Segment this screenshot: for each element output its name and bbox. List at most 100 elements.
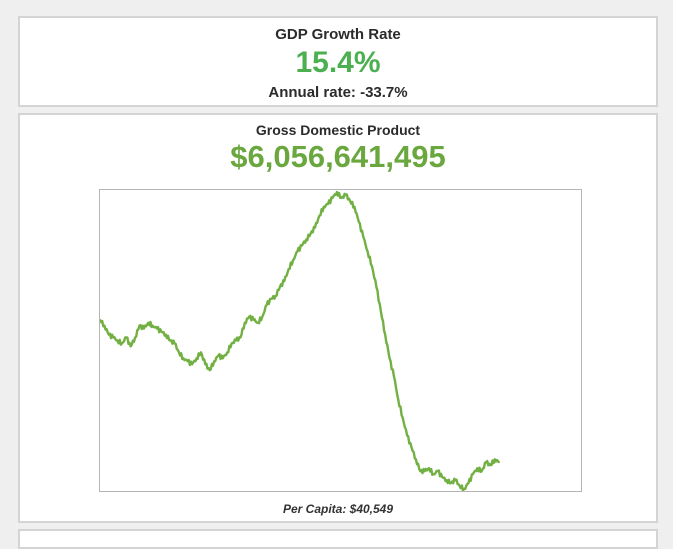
gdp-data-point xyxy=(336,191,338,193)
gdp-data-point xyxy=(151,324,154,327)
gdp-data-point xyxy=(410,446,413,449)
gdp-data-point xyxy=(450,482,452,484)
gdp-data-point xyxy=(445,479,448,481)
gdp-data-point xyxy=(353,206,356,208)
gdp-data-point xyxy=(309,232,312,235)
gdp-data-point xyxy=(200,351,202,354)
gdp-data-point xyxy=(397,399,400,401)
gdp-data-point xyxy=(454,479,457,481)
gdp-chart xyxy=(99,189,582,492)
gdp-data-point xyxy=(314,226,316,229)
gdp-data-point xyxy=(265,304,268,306)
gdp-data-point xyxy=(476,467,479,470)
gdp-series-line xyxy=(100,190,500,491)
gdp-data-point xyxy=(182,357,185,360)
gdp-chart-svg xyxy=(100,190,501,491)
gdp-data-point xyxy=(437,470,439,473)
gdp-data-point xyxy=(472,473,474,475)
gdp-data-point xyxy=(384,333,387,336)
gdp-data-point xyxy=(318,215,321,217)
gdp-data-point xyxy=(103,324,106,327)
gdp-data-point xyxy=(191,363,193,366)
gdp-data-point xyxy=(204,363,207,366)
gdp-data-point xyxy=(178,351,180,354)
gdp-data-point xyxy=(208,369,211,371)
gdp-data-point xyxy=(283,280,286,282)
gdp-data-point xyxy=(134,336,136,339)
gdp-data-point xyxy=(498,461,501,464)
gdp-data-point xyxy=(160,330,163,333)
gdp-data-point xyxy=(428,467,430,470)
gdp-data-point xyxy=(494,458,496,461)
gdp-data-point xyxy=(349,200,351,202)
gdp-data-point xyxy=(230,342,233,345)
gdp-data-point xyxy=(169,339,171,342)
gdp-data-point xyxy=(485,461,487,464)
gdp-data-point xyxy=(138,324,141,327)
gdp-data-point xyxy=(129,345,132,348)
gdp-growth-panel: GDP Growth Rate 15.4% Annual rate: -33.7… xyxy=(18,16,658,107)
gdp-data-point xyxy=(239,336,242,339)
gdp-data-point xyxy=(375,286,378,288)
gdp-data-point xyxy=(261,315,264,318)
gdp-data-point xyxy=(305,238,307,241)
gdp-data-point xyxy=(147,321,150,324)
gdp-data-point xyxy=(423,470,426,473)
gdp-data-point xyxy=(331,197,334,199)
gdp-value: $6,056,641,495 xyxy=(230,139,446,174)
gdp-data-point xyxy=(366,250,369,253)
gdp-data-point xyxy=(244,321,246,324)
gdp-data-point xyxy=(270,298,272,300)
gdp-data-point xyxy=(401,416,404,419)
gdp-data-point xyxy=(432,473,435,475)
gdp-data-point xyxy=(252,318,255,321)
gdp-data-point xyxy=(371,265,373,268)
gdp-data-point xyxy=(248,315,250,318)
gdp-data-point xyxy=(156,327,158,330)
gdp-data-point xyxy=(344,194,347,196)
gdp-data-point xyxy=(235,339,237,342)
gdp-data-point xyxy=(143,327,145,330)
gdp-data-point xyxy=(279,286,281,288)
gdp-data-point xyxy=(393,375,395,377)
gdp-data-point xyxy=(480,470,483,473)
gdp-data-point xyxy=(116,339,119,342)
growth-title: GDP Growth Rate xyxy=(275,26,401,43)
per-capita-label: Per Capita: $40,549 xyxy=(282,502,394,516)
gdp-data-point xyxy=(489,464,492,467)
gdp-data-point xyxy=(226,351,228,354)
gdp-data-point xyxy=(406,434,408,437)
gdp-data-point xyxy=(415,458,417,461)
gdp-data-point xyxy=(213,360,215,363)
gdp-data-point xyxy=(125,336,128,339)
gdp-data-point xyxy=(322,206,325,208)
gdp-panel: Gross Domestic Product $6,056,641,495 Pe… xyxy=(18,113,658,523)
gdp-data-point xyxy=(463,488,465,490)
growth-value: 15.4% xyxy=(295,46,381,79)
gdp-data-point xyxy=(100,318,101,321)
gdp-data-point xyxy=(340,197,343,199)
gdp-data-point xyxy=(274,295,277,297)
gdp-data-point xyxy=(121,342,123,345)
gdp-data-point xyxy=(112,336,114,339)
gdp-data-point xyxy=(222,357,224,360)
gdp-data-point xyxy=(257,321,259,324)
gdp-data-point xyxy=(419,470,422,473)
gdp-data-point xyxy=(380,310,382,312)
gdp-data-point xyxy=(186,360,189,363)
gdp-data-point xyxy=(458,485,461,487)
gdp-data-point xyxy=(362,235,365,238)
gdp-data-point xyxy=(301,244,303,247)
gdp-data-point xyxy=(327,203,329,205)
annual-rate-label: Annual rate: -33.7% xyxy=(268,84,408,101)
gdp-data-point xyxy=(217,354,220,357)
gdp-data-point xyxy=(287,268,290,270)
gdp-data-point xyxy=(358,220,360,223)
gdp-data-point xyxy=(173,342,176,345)
gdp-data-point xyxy=(296,250,299,253)
gdp-data-point xyxy=(195,357,198,360)
gdp-data-point xyxy=(467,482,470,484)
gdp-data-point xyxy=(108,333,110,336)
next-panel xyxy=(18,529,658,549)
gdp-data-point xyxy=(388,357,391,360)
